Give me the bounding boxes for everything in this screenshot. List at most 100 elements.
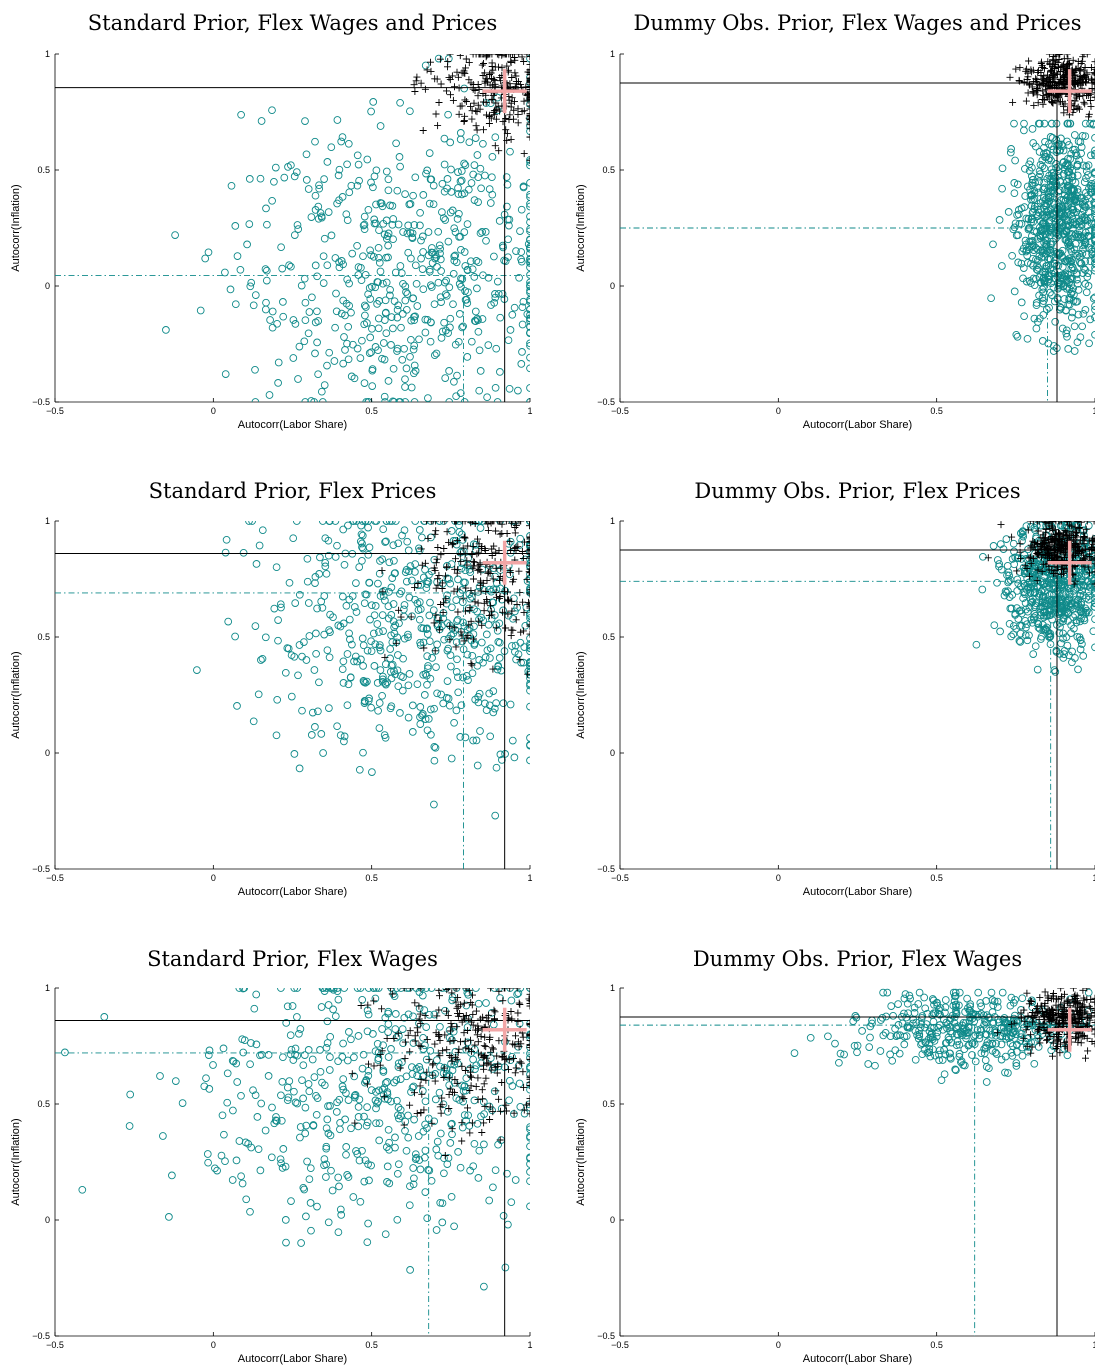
prior-draw-point: [489, 1020, 498, 1029]
prior-draw-point: [425, 199, 434, 208]
prior-draw-point: [346, 673, 355, 682]
prior-draw-point: [324, 1218, 333, 1227]
posterior-draw-point: [526, 116, 530, 123]
prior-draw-point: [345, 595, 354, 604]
posterior-draw-point: [363, 1080, 371, 1088]
prior-draw-point: [1058, 324, 1067, 333]
y-tick-label: 0: [45, 281, 50, 291]
prior-draw-point: [463, 265, 472, 274]
prior-draw-point: [279, 298, 287, 306]
prior-draw-point: [239, 1048, 248, 1057]
prior-draw-point: [476, 367, 485, 375]
prior-draw-point: [360, 301, 369, 310]
posterior-draw-point: [456, 550, 464, 558]
prior-draw-point: [390, 297, 399, 306]
prior-draw-point: [1034, 620, 1043, 629]
prior-draw-point: [1082, 288, 1091, 297]
prior-draw-point: [1018, 1043, 1027, 1052]
posterior-draw-point: [445, 1105, 453, 1112]
prior-draw-point: [526, 317, 530, 325]
prior-draw-point: [526, 1168, 530, 1176]
prior-draw-point: [1064, 221, 1073, 230]
prior-draw-point: [315, 678, 323, 687]
prior-draw-point: [1059, 146, 1068, 155]
prior-draw-point: [411, 1150, 420, 1159]
prior-draw-point: [1089, 627, 1095, 636]
posterior-draw-point: [494, 102, 502, 110]
prior-draw-point: [411, 560, 420, 568]
prior-draw-point: [381, 398, 389, 402]
posterior-draw-point: [498, 521, 506, 525]
posterior-draw-point: [508, 521, 516, 525]
posterior-draw-point: [435, 988, 443, 994]
prior-draw-point: [339, 359, 348, 368]
posterior-draw-point: [1034, 539, 1041, 547]
prior-draw-point: [889, 1011, 897, 1020]
prior-draw-point: [383, 678, 392, 687]
prior-draw-point: [1064, 201, 1072, 210]
x-tick-label: 1: [527, 873, 532, 883]
posterior-draw-point: [1016, 540, 1024, 548]
posterior-draw-point: [433, 1012, 441, 1020]
prior-draw-point: [438, 1199, 447, 1208]
prior-draw-point: [291, 599, 300, 607]
prior-draw-point: [526, 611, 530, 620]
x-tick-label: 1: [527, 1340, 532, 1350]
prior-draw-point: [353, 151, 362, 160]
prior-draw-point: [1032, 299, 1041, 307]
prior-draw-point: [1067, 247, 1076, 256]
prior-draw-point: [1016, 638, 1025, 646]
prior-draw-point: [494, 638, 503, 646]
prior-draw-point: [390, 398, 398, 402]
posterior-draw-point: [523, 575, 530, 583]
posterior-draw-point: [486, 1103, 494, 1111]
prior-draw-point: [193, 666, 201, 674]
posterior-draw-point: [523, 54, 530, 58]
posterior-draw-point: [1026, 572, 1034, 580]
prior-draw-point: [1022, 522, 1031, 530]
prior-draw-point: [232, 1156, 241, 1165]
prior-draw-point: [277, 603, 285, 612]
posterior-draw-point: [415, 1002, 423, 1010]
x-tick-label: −0.5: [46, 873, 64, 883]
prior-draw-point: [363, 1238, 372, 1247]
posterior-draw-point: [494, 521, 502, 525]
prior-draw-point: [378, 1025, 386, 1033]
posterior-draw-point: [451, 565, 459, 573]
prior-draw-point: [437, 267, 445, 275]
prior-draw-point: [418, 991, 427, 1000]
prior-draw-point: [290, 172, 299, 181]
prior-draw-point: [474, 316, 482, 324]
prior-draw-point: [313, 1094, 322, 1103]
posterior-draw-point: [381, 653, 389, 661]
prior-draw-point: [379, 279, 387, 288]
prior-draw-point: [398, 686, 407, 695]
prior-draw-point: [523, 310, 530, 318]
prior-draw-point: [997, 1040, 1006, 1049]
prior-draw-point: [285, 1077, 294, 1085]
prior-draw-point: [1079, 591, 1088, 600]
prior-draw-point: [403, 537, 412, 546]
posterior-draw-point: [461, 96, 469, 104]
prior-draw-point: [386, 704, 395, 713]
prior-draw-point: [457, 176, 466, 185]
prior-draw-point: [1068, 599, 1076, 608]
prior-draw-point: [402, 288, 410, 296]
prior-draw-point: [1064, 206, 1073, 215]
prior-draw-point: [312, 1110, 321, 1119]
posterior-draw-point: [470, 575, 477, 583]
posterior-draw-point: [392, 639, 400, 647]
prior-draw-point: [496, 994, 504, 1002]
prior-draw-point: [426, 521, 435, 525]
prior-draw-point: [409, 294, 418, 303]
posterior-draw-point: [469, 85, 477, 93]
prior-draw-point: [503, 1169, 511, 1178]
prior-draw-point: [315, 184, 324, 193]
prior-draw-point: [375, 1119, 384, 1128]
prior-draw-point: [373, 620, 382, 628]
prior-draw-point: [463, 1038, 472, 1047]
prior-draw-point: [201, 254, 210, 263]
prior-draw-point: [347, 181, 356, 190]
posterior-draw-point: [526, 76, 530, 84]
prior-draw-point: [433, 689, 441, 698]
